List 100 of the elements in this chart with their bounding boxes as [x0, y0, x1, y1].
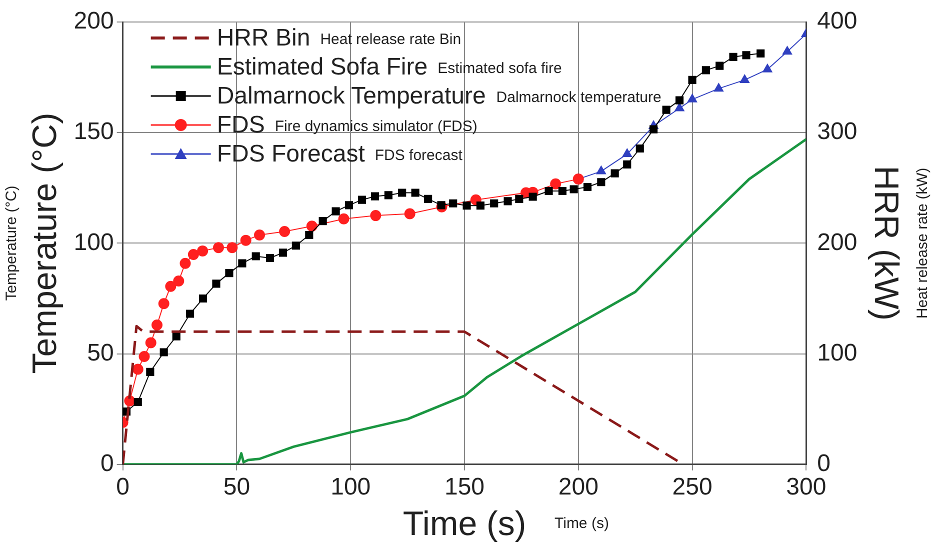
legend-label: FDS — [216, 112, 265, 139]
point — [358, 196, 366, 204]
point — [158, 298, 170, 310]
y-tick-label: 50 — [87, 339, 114, 366]
point — [729, 52, 738, 61]
legend-label: HRR Bin — [216, 24, 310, 52]
x-tick-label: 250 — [672, 473, 712, 500]
point — [198, 294, 208, 303]
x-tick-label: 200 — [558, 473, 598, 500]
point — [740, 74, 750, 83]
text: Heat release rate (kW) — [914, 168, 932, 319]
point — [165, 280, 176, 292]
y2-tick-label: 400 — [817, 8, 858, 35]
x-tick-label: 50 — [223, 473, 250, 500]
point — [515, 194, 524, 203]
point — [716, 62, 724, 70]
point — [544, 186, 553, 196]
x-tick-label: 100 — [330, 473, 371, 500]
annotation: Estimated sofa fire — [438, 60, 562, 78]
point — [344, 201, 354, 210]
point — [623, 160, 632, 168]
annotation: Dalmarnock temperature — [496, 89, 662, 106]
point — [398, 188, 406, 197]
point — [180, 258, 191, 269]
y2-tick-label: 200 — [817, 228, 858, 256]
point — [252, 252, 260, 260]
point — [266, 254, 274, 262]
point — [437, 201, 446, 210]
y-tick-label: 0 — [100, 450, 114, 478]
point — [688, 76, 696, 84]
point — [292, 242, 300, 250]
y-tick-label: 100 — [74, 228, 114, 256]
point — [462, 202, 471, 210]
point — [146, 368, 154, 376]
point — [384, 191, 392, 200]
y2-tick-label: 100 — [817, 339, 858, 366]
point — [213, 242, 224, 254]
point — [145, 337, 156, 348]
point — [550, 178, 562, 190]
point — [687, 94, 698, 102]
point — [132, 364, 144, 375]
point — [240, 234, 252, 246]
x-tick-label: 150 — [444, 473, 485, 500]
point — [610, 169, 619, 178]
point — [674, 102, 684, 112]
text: Time (s) — [554, 515, 609, 532]
point — [318, 217, 327, 226]
x-axis-title: Time (s) — [402, 504, 526, 543]
point — [172, 332, 180, 340]
annotation: FDS forecast — [374, 147, 464, 164]
text: Temperature (°C) — [3, 186, 20, 301]
legend-label: Dalmarnock Temperature — [216, 82, 486, 110]
point — [305, 230, 314, 240]
point — [662, 106, 670, 114]
point — [597, 178, 606, 186]
point — [782, 46, 792, 55]
point — [675, 96, 684, 104]
point — [762, 64, 772, 72]
point — [173, 276, 184, 287]
point — [338, 213, 350, 224]
annotation: Heat release rate Bin — [320, 31, 462, 48]
y2-tick-label: 300 — [817, 118, 858, 146]
point — [528, 192, 537, 201]
point — [636, 144, 644, 153]
point — [226, 242, 238, 254]
point — [476, 202, 484, 210]
annotation: Fire dynamics simulator (FDS) — [274, 118, 478, 136]
point — [622, 148, 632, 158]
point — [570, 185, 578, 194]
y2-axis-title: HRR (kW) — [867, 166, 906, 321]
point — [279, 226, 290, 237]
point — [225, 269, 234, 278]
point — [449, 199, 458, 208]
point — [254, 230, 266, 241]
point — [490, 199, 498, 208]
point — [238, 259, 246, 268]
point — [370, 192, 380, 200]
point — [370, 210, 382, 222]
point — [278, 248, 287, 257]
legend-label: Estimated Sofa Fire — [216, 54, 428, 81]
point — [702, 66, 710, 74]
point — [572, 174, 584, 185]
legend-label: FDS Forecast — [216, 140, 366, 168]
point — [583, 182, 592, 192]
point — [332, 207, 340, 216]
point — [186, 310, 194, 318]
point — [134, 398, 142, 406]
point — [756, 49, 765, 58]
y-axis-title: Temperature (°C) — [26, 112, 64, 374]
point — [714, 83, 724, 92]
point — [424, 194, 432, 203]
point — [742, 51, 750, 60]
point — [160, 348, 168, 356]
point — [212, 280, 220, 288]
point — [197, 245, 208, 256]
point — [650, 125, 658, 134]
point — [188, 248, 199, 260]
point — [138, 350, 150, 362]
point — [504, 197, 512, 206]
y-tick-label: 200 — [74, 8, 114, 35]
